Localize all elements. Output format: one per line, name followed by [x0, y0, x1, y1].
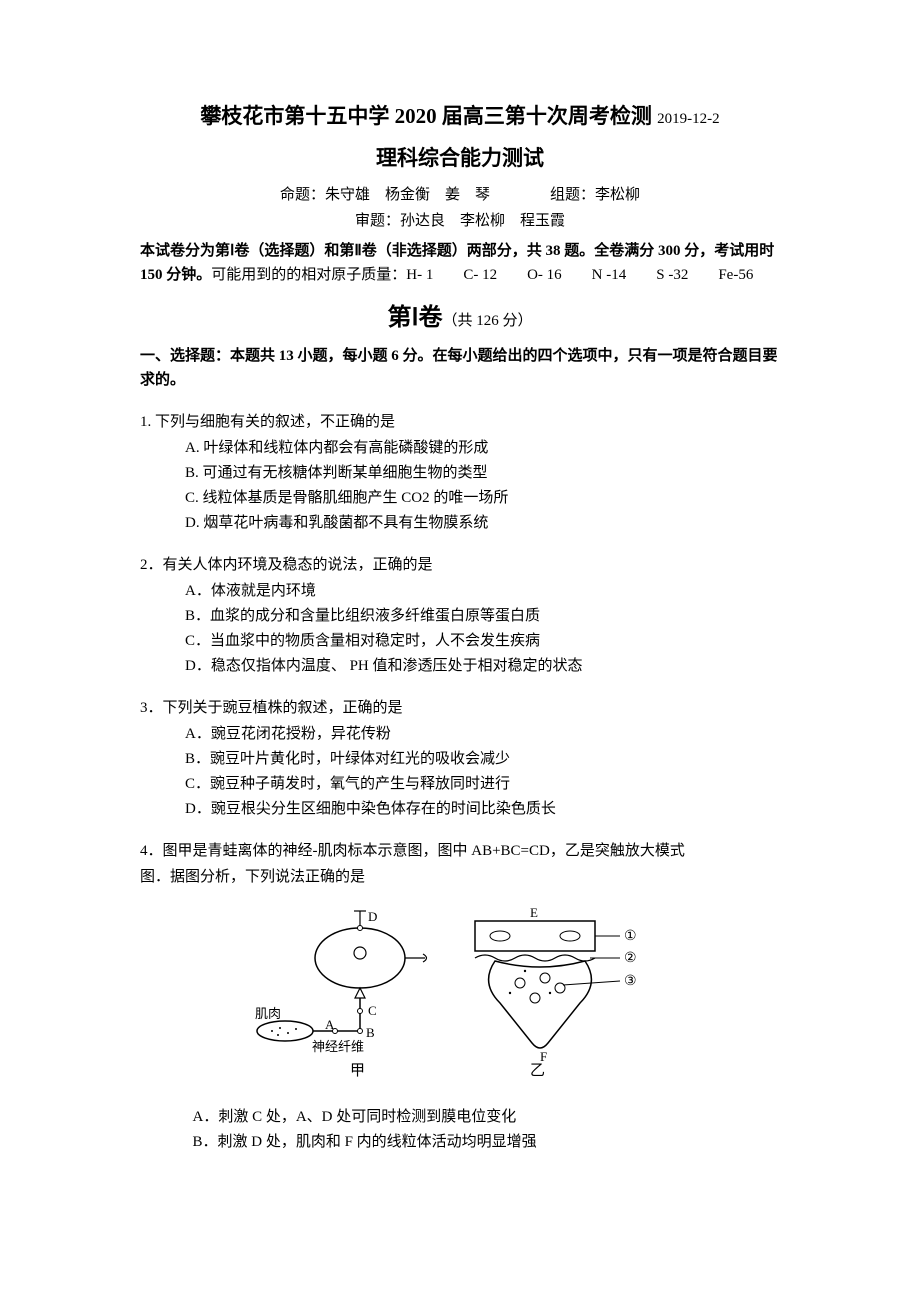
- figure-q4: A B C D 肌肉 神经纤维 甲: [140, 903, 780, 1091]
- question-3: 3．下列关于豌豆植株的叙述，正确的是 A．豌豆花闭花授粉，异花传粉 B．豌豆叶片…: [140, 696, 780, 821]
- q2-opt-b: B．血浆的成分和含量比组织液多纤维蛋白原等蛋白质: [140, 604, 780, 628]
- q1-stem: 1. 下列与细胞有关的叙述，不正确的是: [140, 410, 780, 434]
- page-title: 攀枝花市第十五中学 2020 届高三第十次周考检测 2019-12-2: [140, 100, 780, 134]
- fig-label-yi: 乙: [530, 1063, 545, 1079]
- instructions-rest: 可能用到的的相对原子质量：H- 1 C- 12 O- 16 N -14 S -3…: [211, 267, 753, 283]
- exam-instructions: 本试卷分为第Ⅰ卷（选择题）和第Ⅱ卷（非选择题）两部分，共 38 题。全卷满分 3…: [140, 239, 780, 287]
- q2-opt-d: D．稳态仅指体内温度、 PH 值和渗透压处于相对稳定的状态: [140, 654, 780, 678]
- title-date: 2019-12-2: [657, 111, 720, 127]
- title-main-text: 攀枝花市第十五中学 2020 届高三第十次周考检测: [200, 104, 652, 128]
- subtitle: 理科综合能力测试: [140, 142, 780, 176]
- q1-opt-b: B. 可通过有无核糖体判断某单细胞生物的类型: [140, 461, 780, 485]
- q4-opt-a: A．刺激 C 处，A、D 处可同时检测到膜电位变化: [140, 1105, 780, 1129]
- question-1: 1. 下列与细胞有关的叙述，不正确的是 A. 叶绿体和线粒体内都会有高能磷酸键的…: [140, 410, 780, 535]
- q2-stem: 2．有关人体内环境及稳态的说法，正确的是: [140, 553, 780, 577]
- q1-opt-d: D. 烟草花叶病毒和乳酸菌都不具有生物膜系统: [140, 511, 780, 535]
- fig-pt-b: B: [366, 1025, 375, 1040]
- question-2: 2．有关人体内环境及稳态的说法，正确的是 A．体液就是内环境 B．血浆的成分和含…: [140, 553, 780, 678]
- credits-line-2: 审题：孙达良 李松柳 程玉霞: [140, 209, 780, 233]
- fig-mark-1: ①: [624, 929, 637, 944]
- fig-pt-d: D: [368, 909, 377, 924]
- q2-opt-a: A．体液就是内环境: [140, 579, 780, 603]
- fig-label-jia: 甲: [350, 1063, 365, 1079]
- q4-opt-b: B．刺激 D 处，肌肉和 F 内的线粒体活动均明显增强: [140, 1130, 780, 1154]
- q4-diagram: A B C D 肌肉 神经纤维 甲: [250, 903, 670, 1083]
- section-1-title-text: 第Ⅰ卷: [387, 305, 442, 331]
- question-4: 4．图甲是青蛙离体的神经-肌肉标本示意图，图中 AB+BC=CD，乙是突触放大模…: [140, 839, 780, 1154]
- q3-stem: 3．下列关于豌豆植株的叙述，正确的是: [140, 696, 780, 720]
- section-1-title: 第Ⅰ卷（共 126 分）: [140, 299, 780, 337]
- q3-opt-c: C．豌豆种子萌发时，氧气的产生与释放同时进行: [140, 772, 780, 796]
- fig-mark-2: ②: [624, 951, 637, 966]
- fig-pt-f: F: [540, 1049, 547, 1064]
- credits-line-1: 命题：朱守雄 杨金衡 姜 琴 组题：李松柳: [140, 183, 780, 207]
- q1-opt-a: A. 叶绿体和线粒体内都会有高能磷酸键的形成: [140, 436, 780, 460]
- q3-opt-d: D．豌豆根尖分生区细胞中染色体存在的时间比染色质长: [140, 797, 780, 821]
- fig-mark-3: ③: [624, 974, 637, 989]
- q1-opt-c: C. 线粒体基质是骨骼肌细胞产生 CO2 的唯一场所: [140, 486, 780, 510]
- q2-opt-c: C．当血浆中的物质含量相对稳定时，人不会发生疾病: [140, 629, 780, 653]
- q4-stem-1: 4．图甲是青蛙离体的神经-肌肉标本示意图，图中 AB+BC=CD，乙是突触放大模…: [140, 839, 780, 863]
- fig-pt-e: E: [530, 905, 538, 920]
- fig-pt-c: C: [368, 1003, 377, 1018]
- fig-label-nerve: 神经纤维: [312, 1039, 364, 1054]
- q3-opt-b: B．豌豆叶片黄化时，叶绿体对红光的吸收会减少: [140, 747, 780, 771]
- q4-stem-2: 图．据图分析，下列说法正确的是: [140, 865, 780, 889]
- section-1-instr: 一、选择题：本题共 13 小题，每小题 6 分。在每小题给出的四个选项中，只有一…: [140, 344, 780, 392]
- q3-opt-a: A．豌豆花闭花授粉，异花传粉: [140, 722, 780, 746]
- section-1-title-sub: （共 126 分）: [443, 313, 533, 329]
- fig-label-muscle: 肌肉: [255, 1006, 281, 1021]
